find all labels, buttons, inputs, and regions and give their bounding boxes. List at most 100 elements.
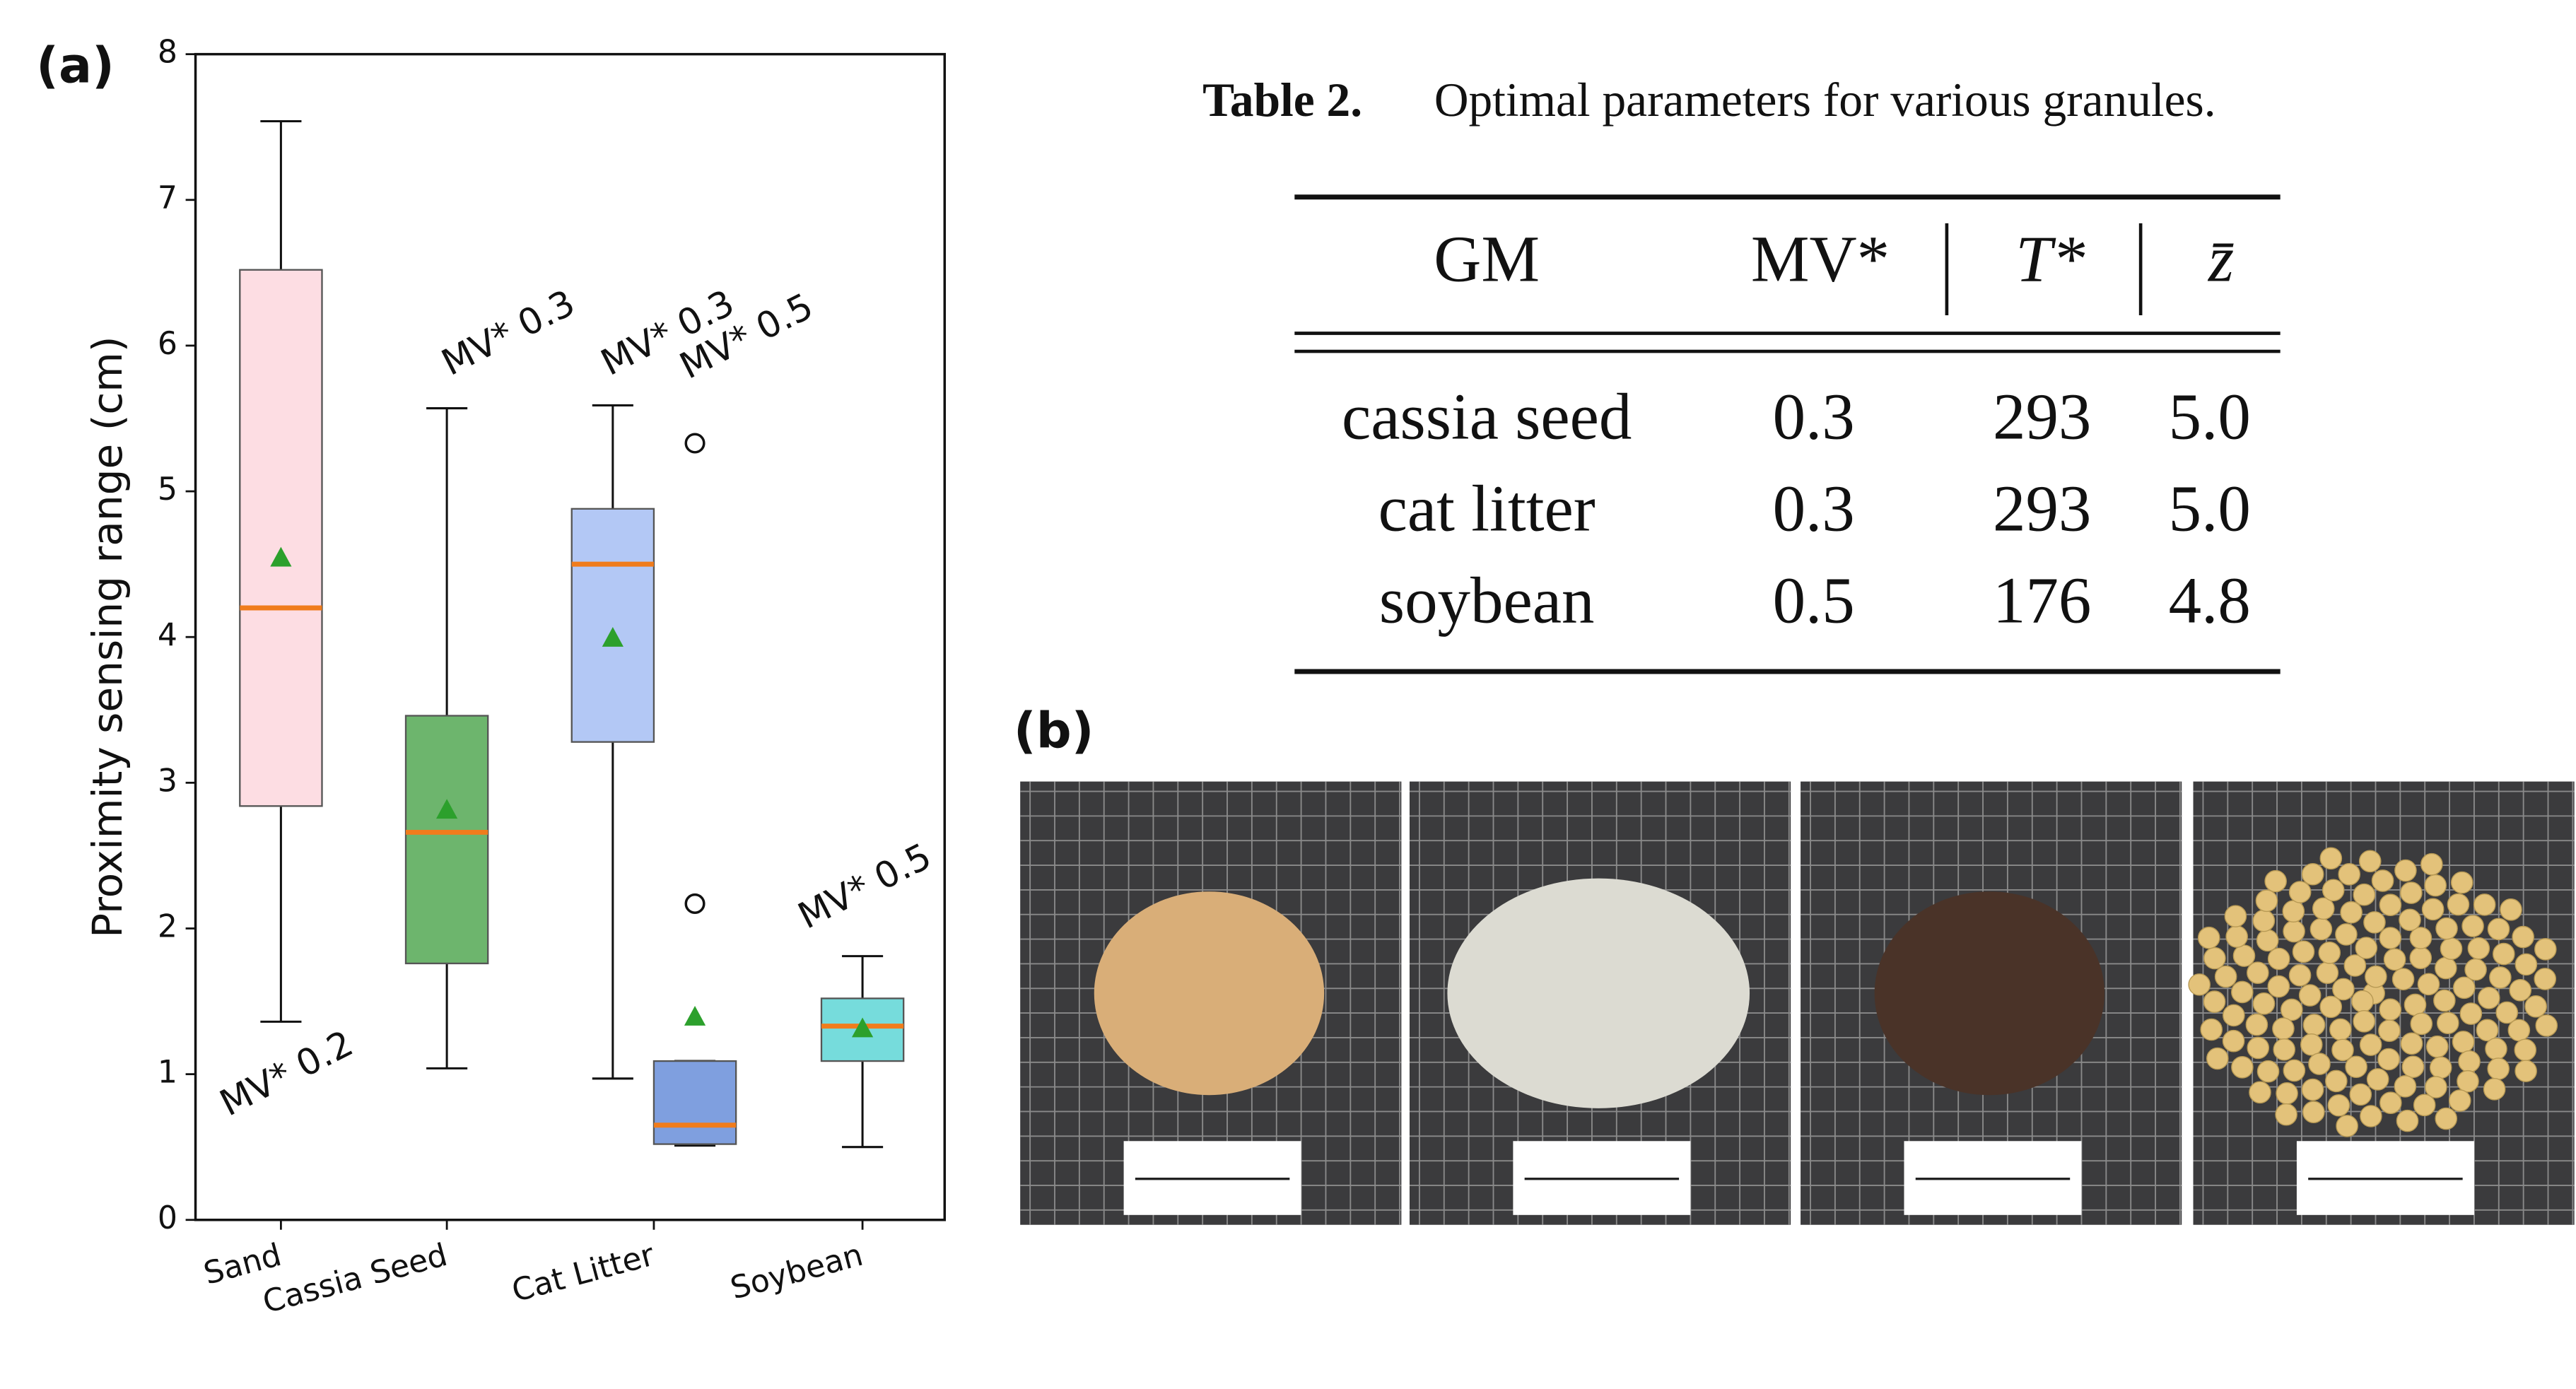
soybean <box>2492 942 2515 966</box>
y-axis-label: Proximity sensing range (cm) <box>83 336 131 937</box>
soybean <box>2500 898 2522 921</box>
granule-pile <box>1874 891 2105 1096</box>
soybean <box>2232 944 2256 967</box>
soybean <box>2436 1012 2459 1035</box>
soybean <box>2197 926 2220 949</box>
soybean <box>2316 961 2339 984</box>
soybean <box>2435 917 2458 940</box>
soybean <box>2409 946 2432 970</box>
caption-label: Table 2. <box>1202 74 1362 127</box>
soybean <box>2252 992 2276 1015</box>
soybean <box>2467 937 2490 960</box>
soybean <box>2283 1059 2306 1082</box>
soybean <box>2366 1068 2389 1091</box>
soybean <box>2400 881 2423 904</box>
soybean <box>2353 883 2376 906</box>
soybean <box>2514 953 2538 976</box>
y-tick-label: 7 <box>158 180 177 216</box>
soybean <box>2476 1019 2499 1042</box>
soybean <box>2417 973 2440 996</box>
soybean <box>2340 901 2363 924</box>
soybean <box>2379 1091 2402 1114</box>
table-cell: cat litter <box>1378 473 1596 546</box>
soybean <box>2452 976 2476 1000</box>
soybean <box>2400 1032 2423 1055</box>
soybean <box>2224 905 2247 927</box>
soybean <box>2223 1004 2245 1027</box>
soybean <box>2322 879 2345 902</box>
soybean <box>2200 1018 2223 1041</box>
soybean <box>2429 1056 2452 1079</box>
soybean <box>2396 1109 2419 1132</box>
table-cell: cassia seed <box>1342 381 1632 454</box>
soybean <box>2394 1075 2417 1098</box>
soybean <box>2353 1009 2375 1033</box>
soybean <box>2413 1094 2436 1117</box>
soybean <box>2332 978 2355 1001</box>
soybean <box>2514 1038 2537 1062</box>
table-cell: 293 <box>1993 473 2091 546</box>
mean <box>851 1017 874 1038</box>
soybean <box>2302 1014 2326 1036</box>
table-header: MV* <box>1751 223 1890 296</box>
soybean <box>2273 1038 2296 1061</box>
soybean <box>2302 1101 2325 1124</box>
soybean <box>2301 1078 2324 1101</box>
soybean <box>2288 963 2312 987</box>
soybean <box>2535 1014 2558 1037</box>
box <box>652 1060 737 1145</box>
soybean <box>2249 1081 2271 1104</box>
mean <box>436 799 458 819</box>
soybean <box>2464 958 2487 981</box>
soybean <box>2425 1035 2449 1058</box>
soybean <box>2394 859 2417 882</box>
soybean <box>2421 898 2445 921</box>
soybean <box>2457 1069 2479 1093</box>
soybean <box>2495 1001 2519 1024</box>
soybean <box>2458 1050 2481 1073</box>
soybean <box>2424 874 2447 897</box>
soybean <box>2256 929 2279 952</box>
soybean <box>2379 927 2402 949</box>
soybean <box>2275 1103 2297 1126</box>
soybean <box>2447 893 2470 916</box>
y-tick-label: 1 <box>158 1055 177 1091</box>
soybean <box>2309 918 2333 941</box>
soybean <box>2214 965 2237 988</box>
soybean <box>2351 990 2374 1013</box>
soybean <box>2252 909 2276 932</box>
soybean <box>2245 1013 2268 1036</box>
x-tick-label: Soybean <box>727 1237 867 1307</box>
box <box>239 269 323 807</box>
soybean <box>2435 956 2457 980</box>
annotation: MV* 0.2 <box>213 1023 360 1125</box>
soybean <box>2420 852 2443 876</box>
soybean <box>2280 998 2303 1021</box>
soybean <box>2409 927 2432 949</box>
soybean <box>2401 1055 2425 1078</box>
panel-label: (a) <box>36 37 115 95</box>
table-cell: 4.8 <box>2169 565 2251 638</box>
soybean <box>2452 1031 2475 1053</box>
soybean <box>2301 862 2324 886</box>
soybean <box>2404 993 2427 1016</box>
soybean <box>2343 954 2367 977</box>
soybean <box>2300 1033 2323 1056</box>
table-cell: soybean <box>1379 565 1595 638</box>
soybean <box>2267 975 2290 998</box>
soybean <box>2255 889 2278 913</box>
y-tick-label: 4 <box>158 617 177 653</box>
soybean <box>2203 990 2226 1013</box>
x-tick-label: Cat Litter <box>508 1237 659 1310</box>
soybean <box>2379 998 2402 1021</box>
annotation: MV* 0.5 <box>792 836 938 937</box>
soybean <box>2292 940 2315 963</box>
soybean <box>2267 947 2290 971</box>
soybean <box>2276 1082 2298 1105</box>
soybean <box>2264 869 2287 893</box>
soybean <box>2327 1094 2350 1117</box>
soybean <box>2349 1083 2372 1106</box>
table-cell: 5.0 <box>2169 381 2251 454</box>
soybean <box>2363 911 2386 934</box>
mean <box>684 1005 706 1026</box>
